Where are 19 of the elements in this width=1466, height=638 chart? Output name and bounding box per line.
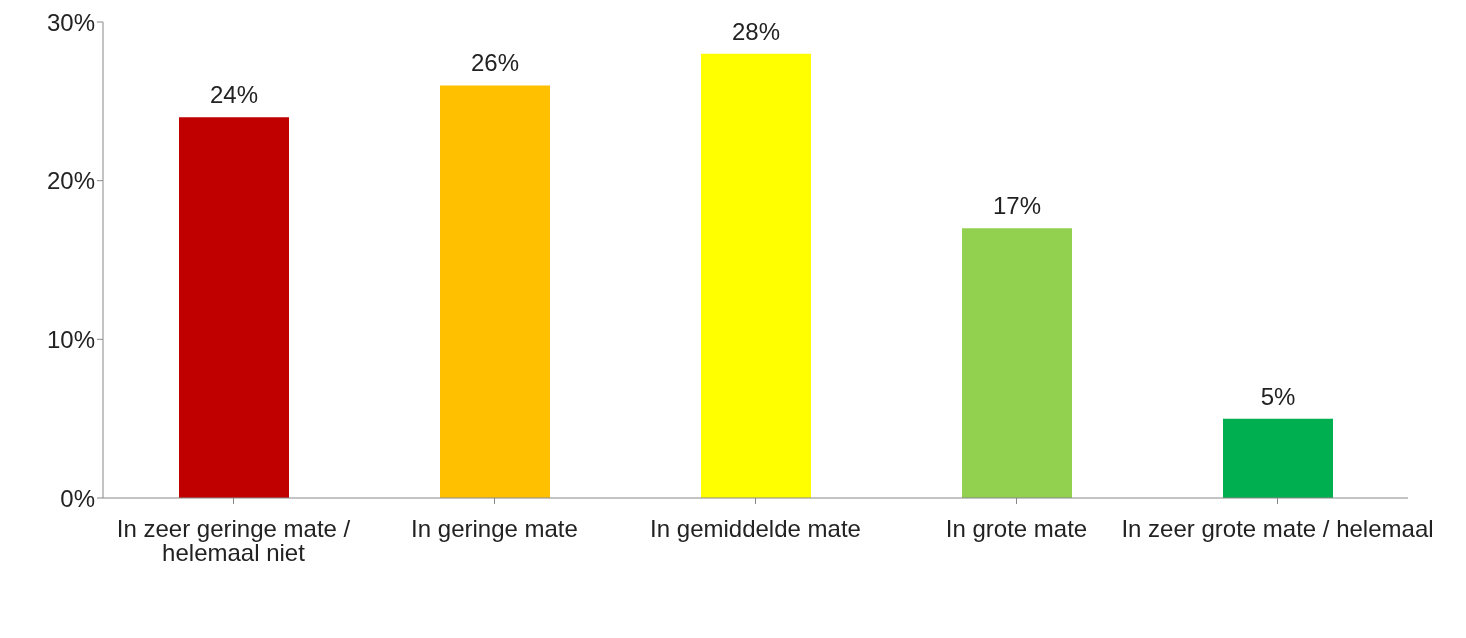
x-tick-label: In zeer grote mate / helemaal	[1121, 515, 1434, 543]
bar	[179, 117, 289, 498]
y-tick-label: 20%	[46, 167, 95, 195]
data-label: 17%	[992, 192, 1042, 220]
data-label: 26%	[470, 49, 520, 77]
y-tick-label: 0%	[60, 484, 95, 512]
bar	[440, 85, 550, 498]
x-tick-label: In geringe mate	[411, 515, 578, 543]
data-label: 5%	[1260, 382, 1296, 410]
bar	[701, 53, 811, 498]
y-tick-label: 10%	[46, 325, 95, 353]
x-tick-label: In grote mate	[945, 515, 1088, 543]
x-tick-label: In gemiddelde mate	[650, 515, 861, 543]
bar	[962, 228, 1072, 498]
bar	[1223, 418, 1333, 498]
x-tick-label: In zeer geringe mate / helemaal niet	[116, 515, 351, 567]
data-label: 24%	[209, 81, 259, 109]
data-label: 28%	[731, 17, 781, 45]
y-tick-label: 30%	[46, 8, 95, 36]
